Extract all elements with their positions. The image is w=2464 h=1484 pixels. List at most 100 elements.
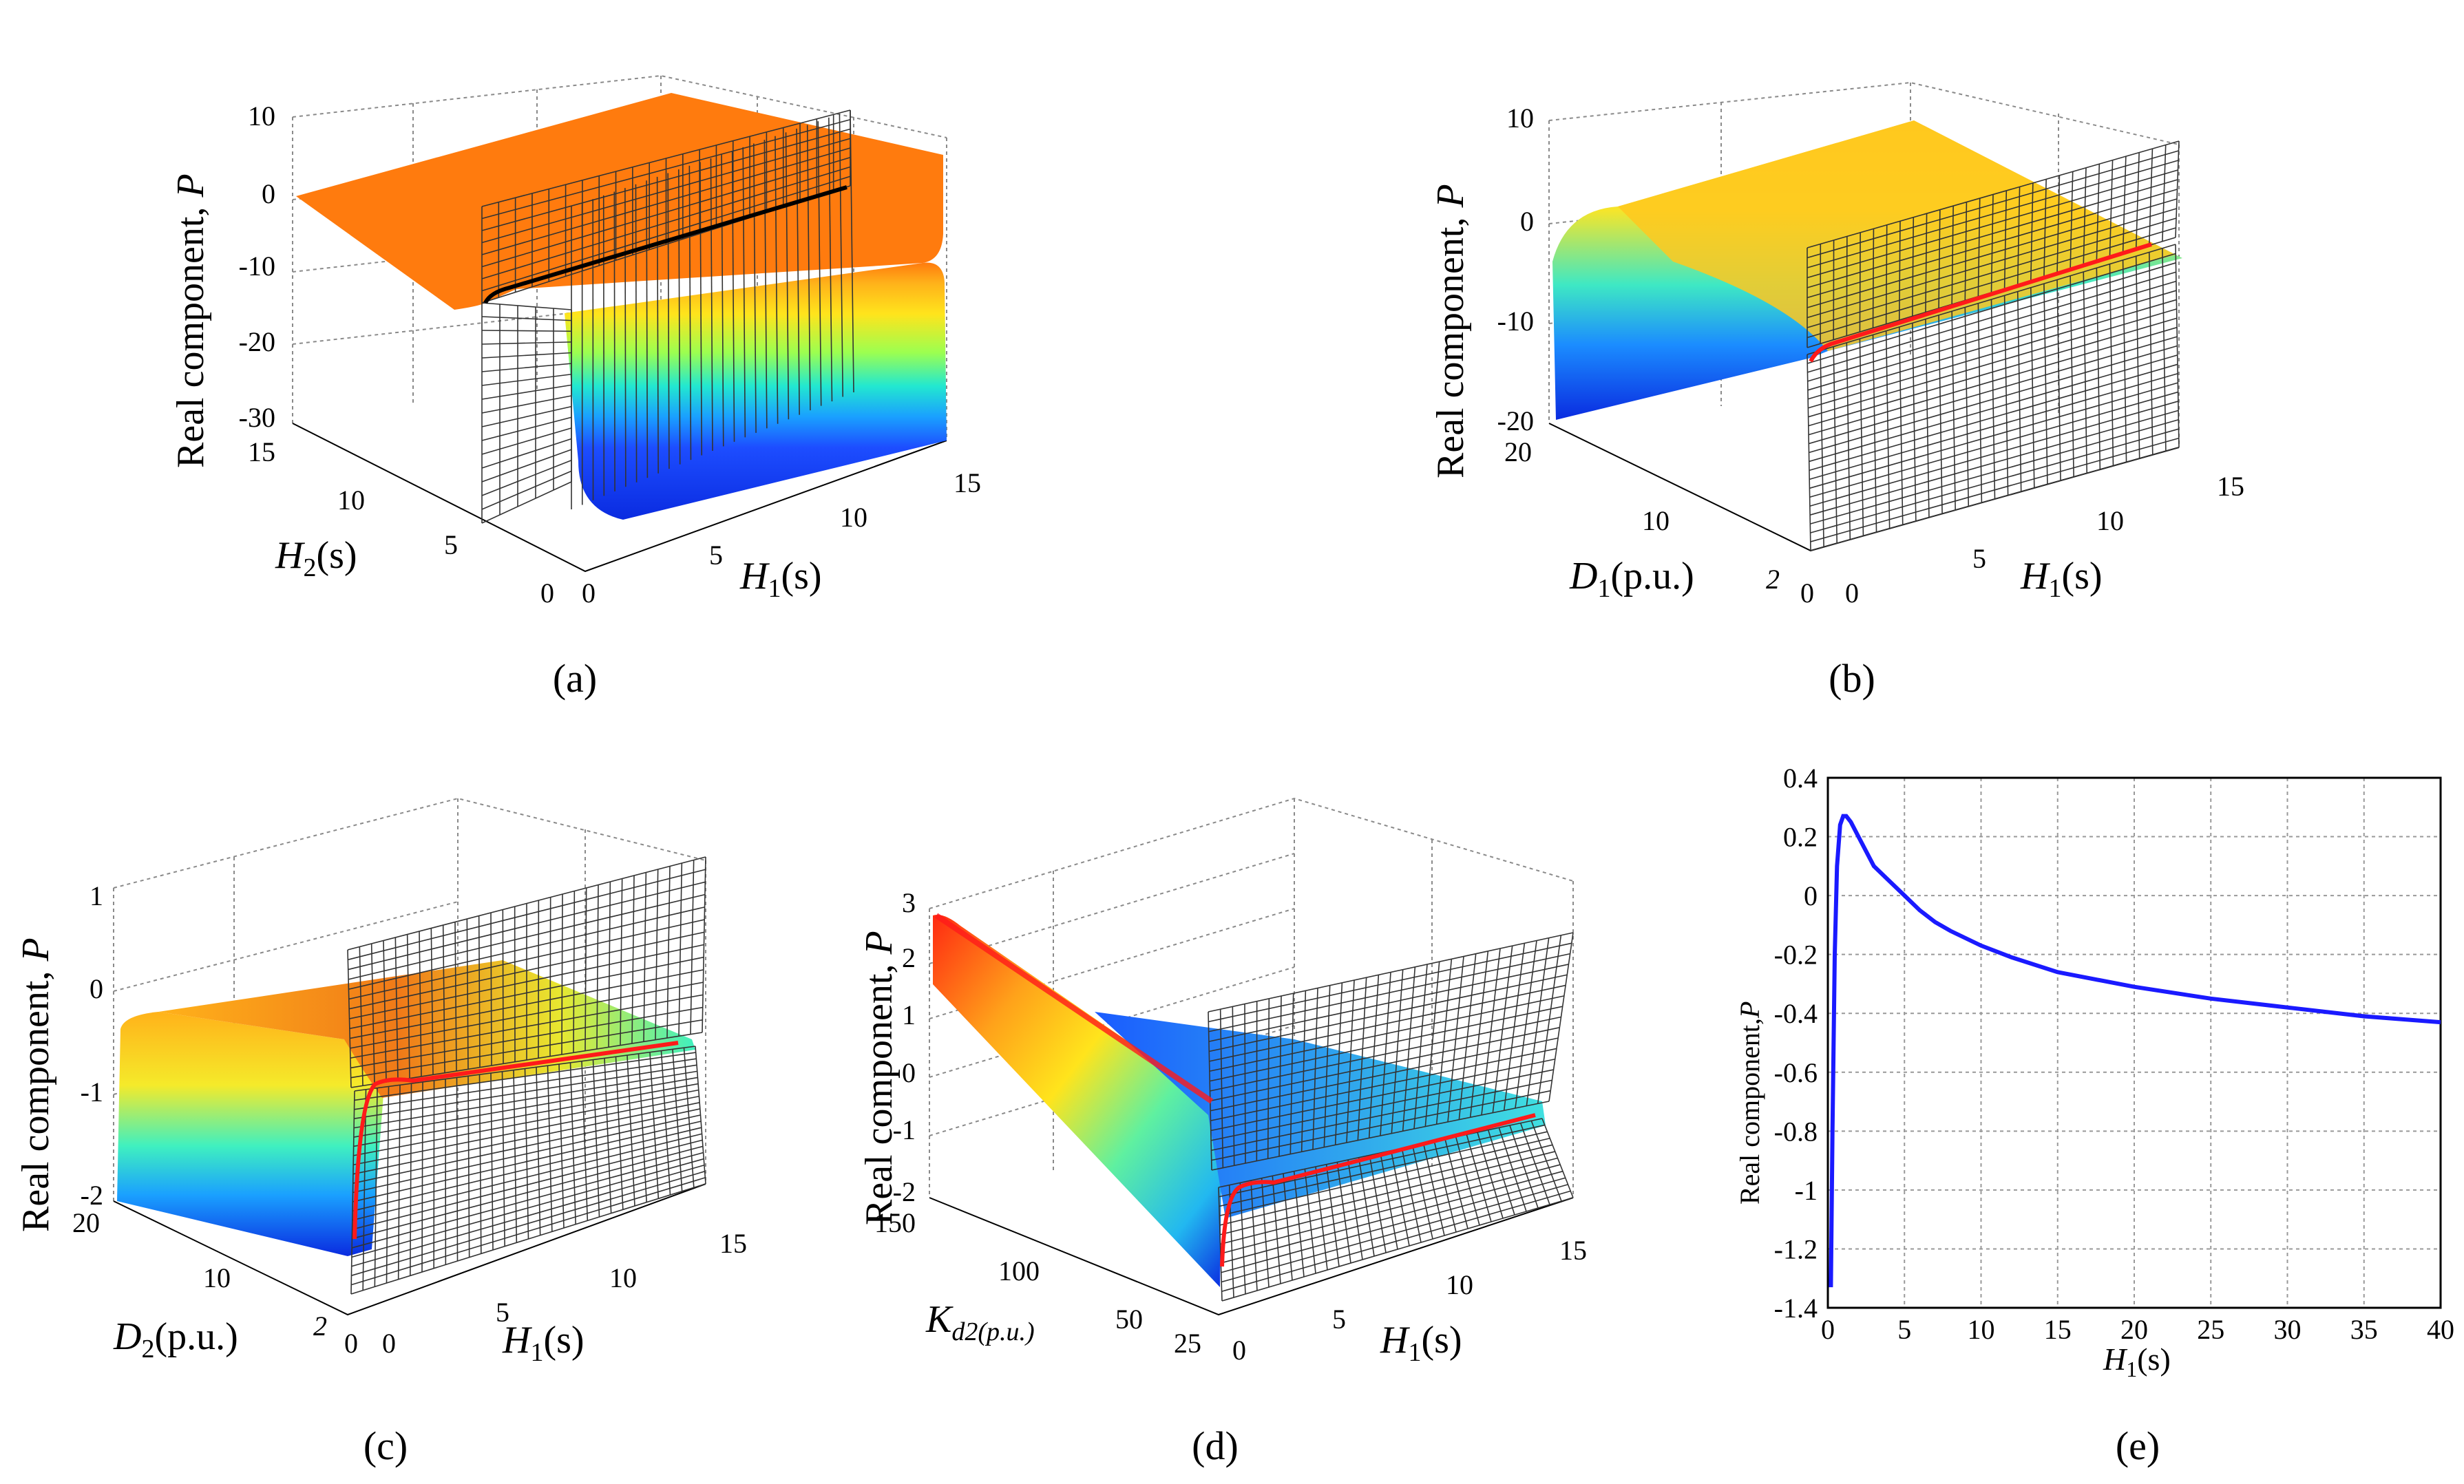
chart-e-xtick: 30	[2274, 1314, 2302, 1345]
chart-a-mesh-line	[646, 180, 649, 478]
chart-c-mesh-line	[348, 869, 706, 961]
chart-a-mesh-line	[785, 132, 790, 420]
chart-a-mesh-line	[481, 395, 572, 414]
chart-d-mesh-line	[1219, 1131, 1548, 1207]
chart-a-mesh-line	[481, 373, 572, 386]
chart-a-mesh-line	[481, 470, 572, 510]
chart-b-mesh-line	[1807, 290, 2177, 400]
chart-c-mesh-line	[350, 1183, 706, 1295]
chart-a-mesh	[481, 109, 854, 524]
chart-c-ytick: 2	[313, 1311, 327, 1342]
chart-c-mesh-line	[353, 1095, 699, 1166]
chart-b-curve	[1809, 242, 2152, 363]
chart-a-ztick: -10	[239, 251, 275, 282]
chart-e-xtick: 0	[1821, 1314, 1835, 1345]
chart-d: 3 2 1 0 -1 -2 150 100 50 25 0 5 10 15 Re…	[858, 797, 1587, 1468]
chart-e-ytick: 0	[1804, 880, 1818, 911]
chart-a-mesh-line	[481, 352, 572, 359]
chart-d-mesh-line	[1210, 1016, 1561, 1092]
chart-b: 10 0 -10 -20 20 10 2 0 0 5 10 15 Real co…	[1429, 81, 2244, 701]
chart-d-mesh-line	[1219, 1137, 1550, 1217]
chart-a-ylabel: H2(s)	[275, 534, 357, 582]
chart-c-mesh-line	[352, 1114, 701, 1194]
chart-c-mesh-line	[352, 1145, 704, 1240]
chart-a-mesh-line	[481, 128, 851, 231]
chart-d-mesh-line	[1211, 1090, 1551, 1161]
chart-c-ylabel: D2(p.u.)	[113, 1315, 238, 1364]
chart-d-mesh-line	[1209, 984, 1566, 1062]
chart-a-mesh-line	[828, 117, 833, 402]
chart-b-ztick: -20	[1497, 405, 1534, 436]
chart-d-xtick: 0	[1232, 1335, 1246, 1366]
chart-c-mesh-line	[348, 931, 705, 1010]
chart-a-ytick: 0	[540, 577, 554, 608]
chart-e-xlabel: H1(s)	[2103, 1342, 2171, 1381]
chart-a-caption: (a)	[553, 656, 597, 701]
chart-a-mesh-line	[817, 121, 822, 406]
chart-a-mesh-line	[481, 118, 851, 220]
chart-a-ytick: 5	[444, 529, 458, 560]
chart-d-xtick: 5	[1332, 1304, 1346, 1335]
chart-b-mesh-line	[1809, 401, 2179, 507]
chart-a-zlabel: Real component, P	[169, 173, 212, 468]
chart-a-mesh-line	[481, 405, 572, 427]
chart-c-mesh-line	[351, 1171, 705, 1276]
chart-a-xtick: 5	[709, 540, 723, 571]
chart-a-mesh-line	[806, 125, 811, 411]
chart-b-mesh-line	[1808, 317, 2178, 427]
chart-c-mesh-line	[350, 982, 704, 1049]
chart-b-mesh-line	[1810, 447, 2180, 551]
chart-a-mesh-line	[764, 140, 768, 429]
chart-b-mesh-line	[1809, 410, 2179, 516]
chart-a-mesh-line	[481, 166, 851, 279]
chart-c-zlabel: Real component, P	[14, 937, 57, 1232]
chart-a-mesh-line	[481, 449, 572, 483]
chart-e-xtick: 5	[1897, 1314, 1911, 1345]
chart-b-mesh-line	[1807, 150, 2179, 259]
chart-a-mesh-line	[624, 188, 626, 487]
chart-c-ytick: 0	[344, 1328, 358, 1359]
chart-c-ztick: -2	[81, 1180, 103, 1211]
chart-d-ytick: 50	[1115, 1304, 1143, 1335]
chart-b-mesh-line	[1809, 345, 2178, 454]
chart-c-xtick: 0	[382, 1328, 396, 1359]
chart-e-ticks: 0 5 10 15 20 25 30 35 40 0.4 0.2 0 -0.2 -0.4 -0.6 -0.8 -…	[1774, 763, 2454, 1345]
chart-b-mesh-line	[1807, 208, 2177, 319]
chart-b-mesh-line	[1809, 372, 2178, 480]
chart-d-mesh-line	[1221, 1170, 1563, 1264]
chart-c-mesh-line	[350, 994, 704, 1059]
chart-d-xtick: 15	[1559, 1235, 1587, 1266]
chart-a-ztick: 10	[248, 100, 275, 131]
chart-d-mesh-line	[1209, 974, 1568, 1052]
chart-a-mesh-line	[731, 151, 735, 442]
chart-b-mesh-line	[1809, 382, 2178, 489]
chart-c-mesh-line	[353, 1083, 699, 1147]
chart-a-mesh-line	[667, 173, 670, 469]
chart-e-ytick: -1	[1795, 1175, 1818, 1206]
chart-d-ztick: 3	[902, 887, 916, 918]
chart-b-mesh-line	[1807, 198, 2178, 308]
chart-c-mesh-line	[349, 956, 704, 1030]
chart-b-mesh-line	[1807, 218, 2177, 328]
chart-a-mesh-line	[481, 176, 851, 292]
chart-a-xlabel: H1(s)	[739, 555, 822, 603]
chart-e-ytick: -0.4	[1774, 998, 1818, 1029]
chart-a-mesh-line	[839, 114, 844, 397]
chart-b-mesh-line	[1807, 140, 2180, 248]
chart-b-xtick: 5	[1972, 543, 1986, 574]
chart-d-mesh-line	[1219, 1144, 1553, 1226]
chart-d-mesh-line	[1208, 964, 1569, 1042]
chart-b-mesh-line	[1807, 262, 2176, 373]
chart-a-mesh-line	[721, 154, 724, 447]
chart-a-ytick: 10	[337, 485, 365, 516]
chart-a-mesh-line	[656, 176, 659, 474]
chart-c-mesh-line	[352, 1133, 702, 1221]
chart-a-mesh-line	[481, 147, 851, 255]
chart-b-mesh-line	[1807, 253, 2176, 364]
chart-b-mesh-line	[1810, 428, 2179, 533]
chart-b-mesh-line	[1807, 244, 2176, 355]
chart-d-mesh	[1208, 932, 1574, 1302]
chart-c-xtick: 15	[719, 1228, 747, 1259]
chart-c-mesh-line	[350, 1006, 703, 1069]
chart-a-xtick: 10	[840, 502, 867, 533]
